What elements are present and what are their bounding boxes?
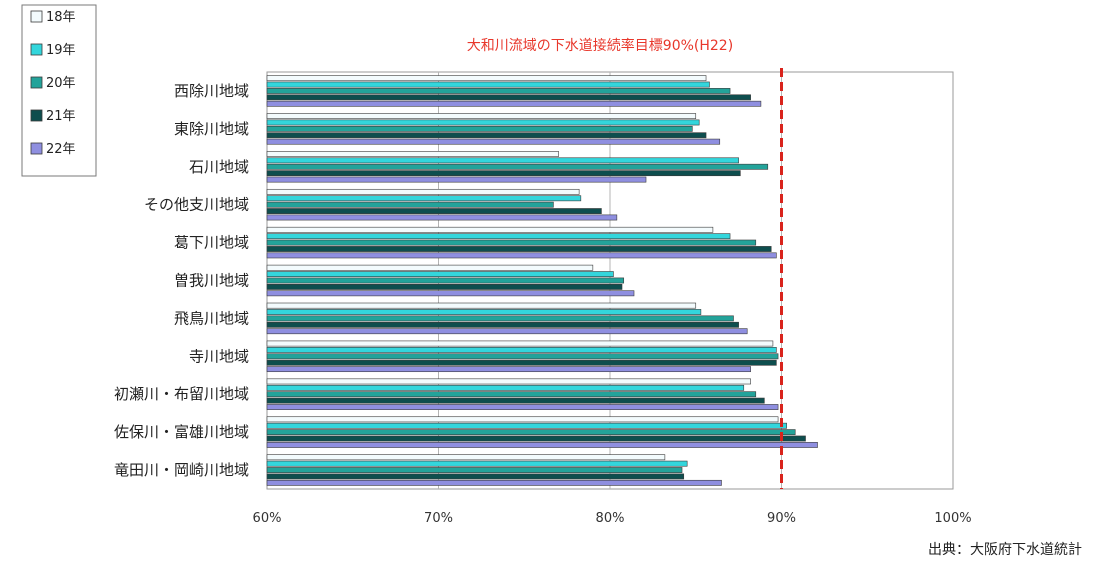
legend-swatch bbox=[30, 76, 43, 89]
category-label: 佐保川・富雄川地域 bbox=[114, 423, 249, 441]
bar bbox=[266, 422, 787, 429]
category-label: 竜田川・岡崎川地域 bbox=[114, 461, 249, 479]
legend-swatch bbox=[30, 109, 43, 122]
bar bbox=[266, 429, 796, 436]
bar bbox=[266, 239, 757, 246]
category-label: 葛下川地域 bbox=[174, 234, 249, 252]
bar bbox=[266, 391, 757, 398]
x-tick-label: 70% bbox=[424, 511, 453, 526]
bar bbox=[266, 208, 602, 214]
bar bbox=[266, 315, 734, 322]
bar bbox=[266, 283, 623, 290]
bar bbox=[266, 328, 748, 335]
bar bbox=[266, 309, 702, 315]
source-note: 出典：大阪府下水道統計 bbox=[928, 542, 1082, 558]
bar bbox=[266, 214, 618, 221]
bar bbox=[266, 366, 751, 373]
bar bbox=[266, 359, 777, 366]
bar bbox=[266, 88, 731, 94]
plot-area bbox=[266, 68, 954, 490]
bar bbox=[266, 277, 625, 284]
bar bbox=[266, 479, 722, 486]
bar bbox=[266, 340, 774, 347]
bar bbox=[266, 246, 772, 252]
bar bbox=[266, 378, 751, 385]
bar bbox=[266, 435, 806, 442]
bar bbox=[266, 264, 594, 271]
legend-label: 19年 bbox=[46, 43, 76, 58]
bar bbox=[266, 233, 731, 240]
bar bbox=[266, 460, 688, 467]
bar bbox=[266, 125, 693, 132]
bar bbox=[266, 176, 647, 183]
bar bbox=[266, 252, 777, 259]
x-tick-label: 100% bbox=[934, 511, 971, 526]
bar bbox=[266, 81, 710, 88]
bar bbox=[266, 195, 582, 202]
bar bbox=[266, 157, 739, 164]
legend-swatch bbox=[30, 142, 43, 155]
bar bbox=[266, 347, 777, 353]
bar bbox=[266, 170, 741, 177]
bar bbox=[266, 290, 635, 297]
bar bbox=[266, 119, 700, 126]
bar bbox=[266, 201, 554, 208]
legend-swatch bbox=[30, 10, 43, 23]
category-label: 初瀬川・布留川地域 bbox=[114, 385, 249, 403]
legend-label: 20年 bbox=[46, 76, 76, 91]
bar bbox=[266, 454, 666, 461]
category-label: その他支川地域 bbox=[144, 196, 249, 214]
bar bbox=[266, 404, 779, 410]
category-label: 寺川地域 bbox=[189, 347, 249, 365]
bar bbox=[266, 100, 762, 107]
x-tick-label: 80% bbox=[596, 511, 625, 526]
category-label: 石川地域 bbox=[189, 158, 249, 176]
bar bbox=[266, 75, 707, 82]
legend: 18年 19年 20年 21年 22年 bbox=[21, 4, 97, 177]
bar bbox=[266, 226, 714, 233]
legend-label: 21年 bbox=[46, 109, 76, 124]
bar bbox=[266, 132, 707, 139]
bar bbox=[266, 138, 721, 145]
bar bbox=[266, 271, 614, 277]
bar bbox=[266, 416, 779, 423]
category-label: 東除川地域 bbox=[174, 120, 249, 138]
x-tick-label: 90% bbox=[767, 511, 796, 526]
bar bbox=[266, 397, 765, 404]
bar bbox=[266, 113, 697, 119]
x-tick-label: 60% bbox=[253, 511, 282, 526]
bar bbox=[266, 188, 580, 195]
category-label: 曽我川地域 bbox=[174, 272, 249, 290]
bar bbox=[266, 467, 683, 473]
category-label: 西除川地域 bbox=[174, 82, 249, 100]
bar bbox=[266, 384, 745, 391]
bar bbox=[266, 442, 818, 448]
bar bbox=[266, 163, 769, 170]
bar bbox=[266, 94, 751, 101]
legend-label: 22年 bbox=[46, 142, 76, 157]
bar bbox=[266, 473, 685, 480]
target-annotation: 大和川流域の下水道接続率目標90%(H22) bbox=[467, 37, 733, 54]
category-label: 飛鳥川地域 bbox=[174, 309, 249, 327]
bar bbox=[266, 302, 697, 309]
bar bbox=[266, 151, 559, 157]
bar bbox=[266, 353, 779, 360]
legend-swatch bbox=[30, 43, 43, 56]
legend-label: 18年 bbox=[46, 10, 76, 25]
bar bbox=[266, 321, 739, 328]
